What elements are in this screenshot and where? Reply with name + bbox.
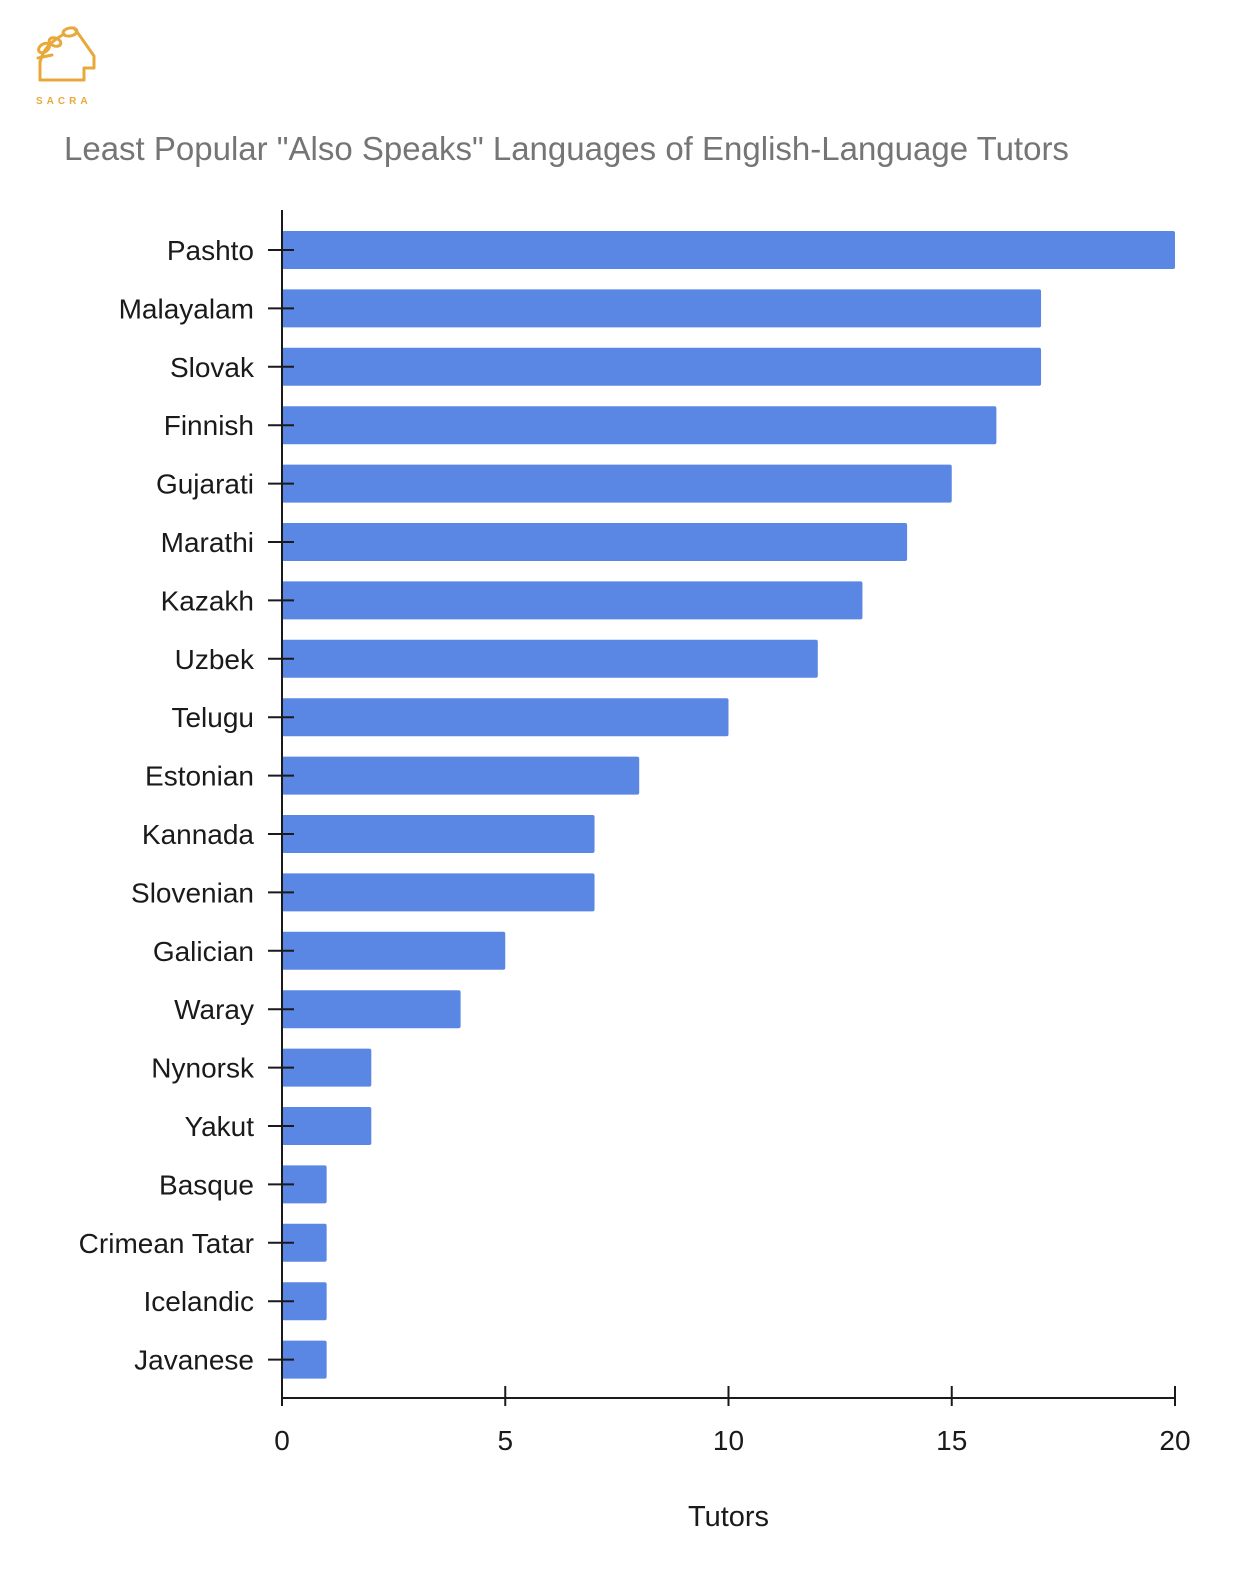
bar-telugu [282,698,729,737]
bar-slovak [282,347,1042,386]
sacra-logo [30,22,102,112]
bar-uzbek [282,639,818,678]
bar-estonian [282,756,640,795]
chart-title: Least Popular "Also Speaks" Languages of… [64,130,1069,167]
axes [268,210,1175,1399]
bar-kazakh [282,581,863,620]
bar-crimean-tatar [282,1223,327,1262]
category-label: Slovenian [131,877,254,908]
category-label: Uzbek [175,644,255,675]
x-tick-label: 0 [274,1425,290,1456]
x-tick-label: 15 [936,1425,967,1456]
category-label: Gujarati [156,469,254,500]
category-label: Icelandic [143,1286,254,1317]
bars-layer [282,231,1175,1379]
bar-nynorsk [282,1048,372,1087]
brand-name: SACRA [36,96,92,107]
bar-gujarati [282,464,952,503]
category-label: Finnish [164,410,254,441]
bar-icelandic [282,1282,327,1321]
category-label: Telugu [171,702,254,733]
category-label: Crimean Tatar [79,1228,254,1259]
category-label: Yakut [184,1111,254,1142]
sacra-house-icon [36,26,96,82]
category-label: Waray [174,994,254,1025]
bar-waray [282,990,461,1029]
category-label: Javanese [134,1345,254,1376]
category-label: Estonian [145,761,254,792]
category-label: Pashto [167,235,254,266]
bar-finnish [282,406,997,445]
bar-slovenian [282,873,595,912]
bar-galician [282,931,506,970]
bar-yakut [282,1107,372,1145]
bar-malayalam [282,289,1042,328]
category-label: Slovak [170,352,255,383]
bar-javanese [282,1340,327,1379]
category-label: Malayalam [119,293,254,324]
x-axis-title: Tutors [688,1501,769,1533]
category-label: Kannada [142,819,255,850]
x-tick-label: 10 [713,1425,744,1456]
category-label: Basque [159,1169,254,1200]
x-ticks: 0 5 10 15 20 [274,1386,1191,1456]
category-label: Marathi [161,527,254,558]
category-label: Galician [153,936,254,967]
category-label: Kazakh [161,585,254,616]
category-label: Nynorsk [151,1053,255,1084]
x-tick-label: 5 [497,1425,513,1456]
bar-pashto [282,231,1175,269]
bar-marathi [282,523,908,561]
category-labels: Pashto Malayalam Slovak Finnish Gujarati Mara… [79,235,255,1376]
x-tick-label: 20 [1159,1425,1190,1456]
bar-basque [282,1165,327,1204]
bar-kannada [282,815,595,853]
